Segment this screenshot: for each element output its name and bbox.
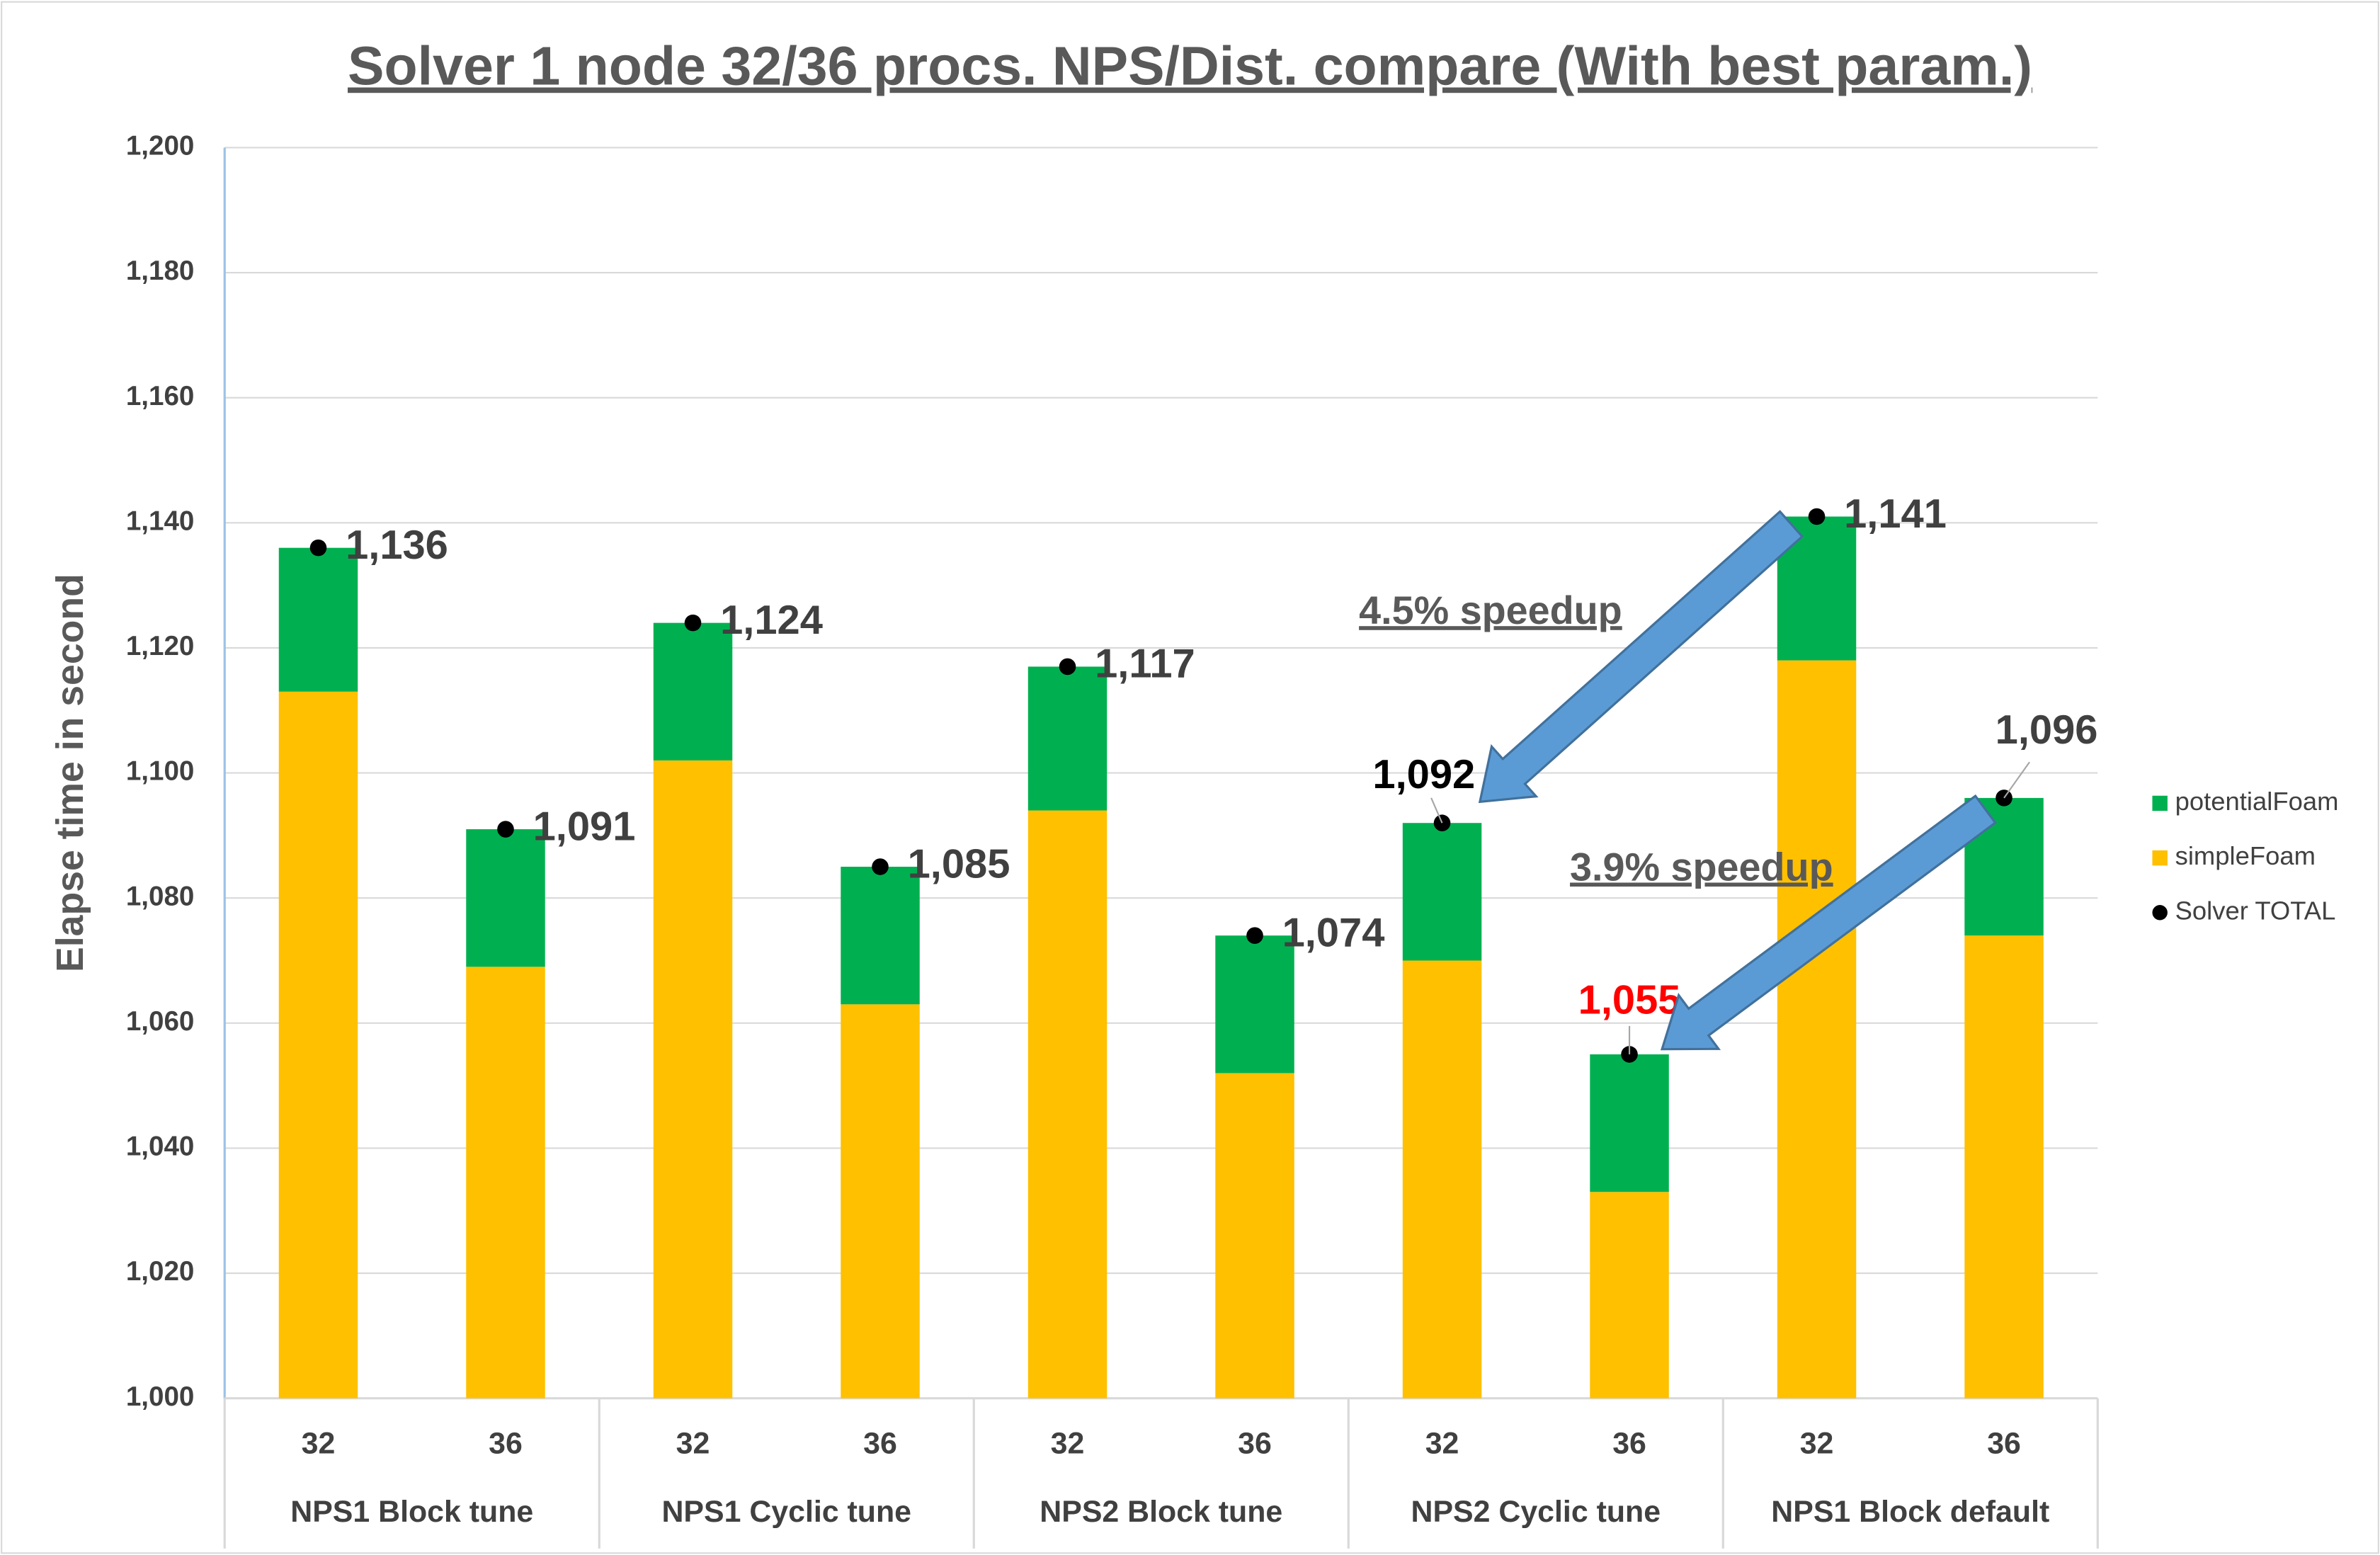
- y-tick-label: 1,100: [126, 756, 195, 787]
- x-tick-label: 32: [676, 1426, 710, 1460]
- y-tick-label: 1,180: [126, 256, 195, 286]
- total-point: [309, 539, 327, 557]
- total-point: [1246, 927, 1263, 944]
- leader-line: [2003, 761, 2030, 799]
- total-point: [1433, 814, 1451, 832]
- bar-segment: [841, 1004, 920, 1399]
- legend-swatch: [2152, 850, 2168, 866]
- bar-segment: [1590, 1054, 1669, 1192]
- y-axis-label: Elapse time in second: [49, 574, 91, 972]
- data-label: 1,091: [533, 804, 636, 849]
- bar-segment: [278, 691, 358, 1399]
- y-tick-label: 1,080: [126, 881, 195, 911]
- bar-segment: [653, 622, 733, 761]
- group-label: NPS2 Cyclic tune: [1411, 1495, 1661, 1529]
- y-tick-label: 1,040: [126, 1132, 195, 1162]
- total-point: [1059, 658, 1076, 676]
- annotation: 3.9% speedup: [1570, 845, 1833, 889]
- bar-segment: [466, 967, 545, 1399]
- bar-segment: [1027, 666, 1108, 811]
- y-tick-label: 1,200: [126, 131, 195, 161]
- y-tick-label: 1,160: [126, 381, 195, 411]
- x-tick-label: 36: [1612, 1426, 1646, 1460]
- data-label: 1,092: [1372, 752, 1475, 797]
- bar-segment: [1215, 1073, 1294, 1399]
- group-label: NPS1 Block default: [1771, 1495, 2049, 1529]
- group-label: NPS1 Block tune: [290, 1495, 533, 1529]
- bar-segment: [1964, 935, 2044, 1399]
- data-label: 1,074: [1282, 910, 1385, 955]
- bar-segment: [466, 829, 545, 967]
- data-label: 1,117: [1095, 642, 1195, 687]
- x-tick-label: 36: [1987, 1426, 2021, 1460]
- arrow: [1660, 794, 1997, 1051]
- bar-segment: [1590, 1192, 1669, 1399]
- arrow: [1478, 510, 1804, 804]
- bar-segment: [1402, 823, 1482, 961]
- data-label: 1,055: [1578, 977, 1681, 1023]
- y-tick-label: 1,020: [126, 1256, 195, 1287]
- x-tick-label: 32: [1051, 1426, 1085, 1460]
- x-tick-label: 36: [863, 1426, 897, 1460]
- data-label: 1,136: [346, 523, 448, 568]
- bar-segment: [278, 547, 358, 692]
- data-label: 1,096: [1995, 707, 2098, 753]
- legend-swatch: [2152, 905, 2168, 921]
- bar-segment: [1777, 660, 1857, 1399]
- y-tick-label: 1,060: [126, 1006, 195, 1037]
- data-label: 1,141: [1844, 491, 1947, 537]
- leader-line: [1430, 797, 1443, 824]
- x-tick-label: 36: [489, 1426, 523, 1460]
- chart-title: Solver 1 node 32/36 procs. NPS/Dist. com…: [348, 36, 2032, 97]
- x-tick-label: 32: [1425, 1426, 1459, 1460]
- y-tick-label: 1,140: [126, 506, 195, 537]
- total-point: [497, 821, 514, 838]
- data-label: 1,124: [720, 598, 823, 643]
- annotation: 4.5% speedup: [1359, 588, 1622, 632]
- x-tick-label: 36: [1238, 1426, 1272, 1460]
- legend-label: potentialFoam: [2175, 787, 2339, 816]
- total-point: [1808, 508, 1826, 525]
- total-point: [684, 614, 702, 632]
- data-label: 1,085: [908, 841, 1010, 887]
- bar-segment: [653, 760, 733, 1399]
- x-tick-label: 32: [302, 1426, 336, 1460]
- bar-segment: [1027, 810, 1108, 1399]
- legend-label: Solver TOTAL: [2175, 896, 2336, 925]
- x-tick-label: 32: [1800, 1426, 1834, 1460]
- group-label: NPS1 Cyclic tune: [661, 1495, 911, 1529]
- y-tick-label: 1,000: [126, 1382, 195, 1412]
- bar-segment: [1215, 935, 1294, 1073]
- group-label: NPS2 Block tune: [1040, 1495, 1282, 1529]
- legend-label: simpleFoam: [2175, 841, 2316, 870]
- legend-swatch: [2152, 795, 2168, 811]
- bar-segment: [841, 867, 920, 1005]
- bar-segment: [1402, 960, 1482, 1399]
- total-point: [872, 858, 889, 875]
- y-tick-label: 1,120: [126, 631, 195, 661]
